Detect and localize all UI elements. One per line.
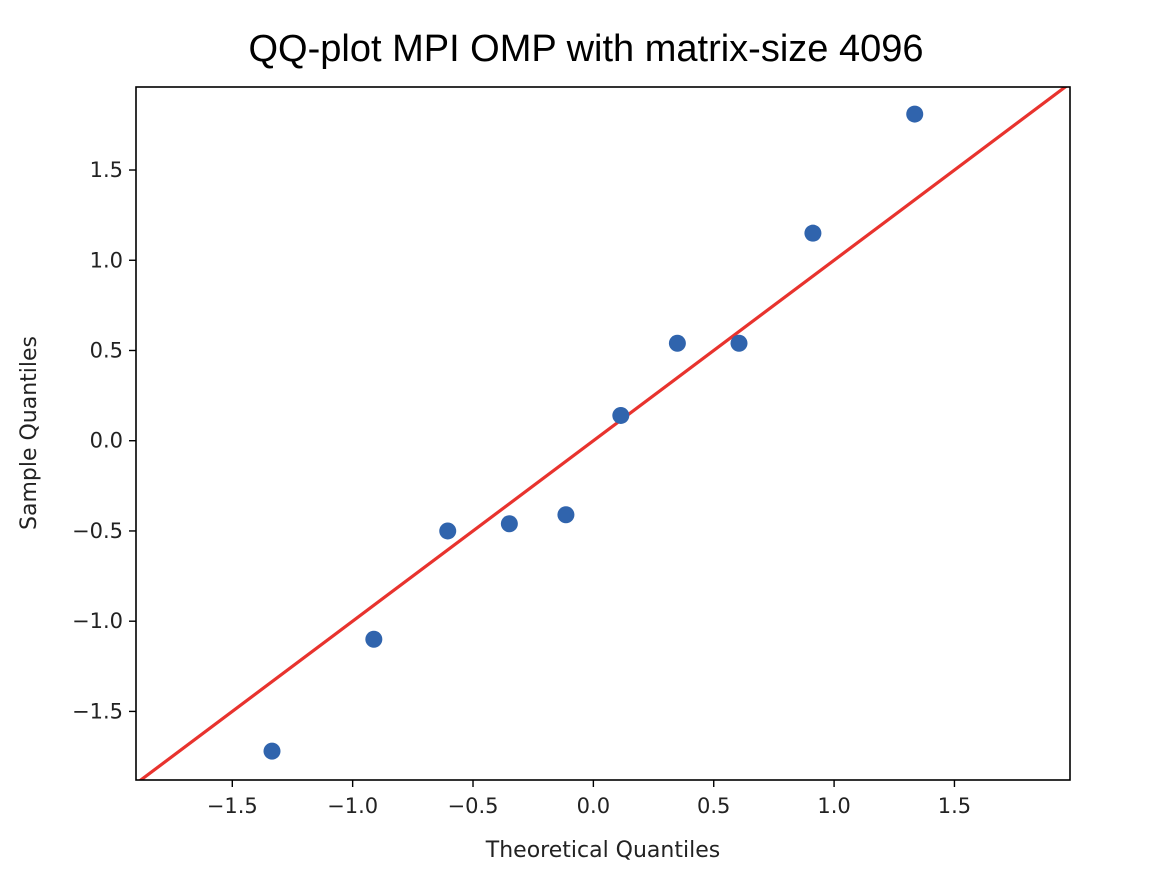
reference-line	[138, 87, 1068, 780]
data-point	[612, 406, 630, 424]
y-tick-label: −1.0	[72, 609, 123, 633]
y-tick-label: −1.5	[72, 699, 123, 723]
plot-frame	[135, 86, 1071, 781]
x-tick-label: 0.0	[577, 794, 610, 818]
data-point	[906, 105, 924, 123]
data-point	[804, 224, 822, 242]
x-tick-label: 0.5	[697, 794, 730, 818]
y-tick-label: 1.0	[90, 248, 123, 272]
y-tick-label: 0.5	[90, 338, 123, 362]
data-point	[439, 522, 457, 540]
x-tick-label: −0.5	[448, 794, 499, 818]
x-axis-label: Theoretical Quantiles	[485, 838, 720, 863]
data-point	[730, 334, 748, 352]
x-tick-label: −1.5	[207, 794, 258, 818]
y-axis-label: Sample Quantiles	[17, 336, 42, 530]
data-point	[500, 515, 518, 533]
x-tick-label: −1.0	[327, 794, 378, 818]
y-tick-label: 0.0	[90, 429, 123, 453]
data-point	[263, 742, 281, 760]
y-tick-label: 1.5	[90, 158, 123, 182]
y-tick-label: −0.5	[72, 519, 123, 543]
data-point	[557, 506, 575, 524]
x-tick-label: 1.0	[817, 794, 850, 818]
x-tick-label: 1.5	[938, 794, 971, 818]
data-point	[365, 630, 383, 648]
chart-title: QQ-plot MPI OMP with matrix-size 4096	[248, 28, 924, 70]
data-point	[668, 334, 686, 352]
